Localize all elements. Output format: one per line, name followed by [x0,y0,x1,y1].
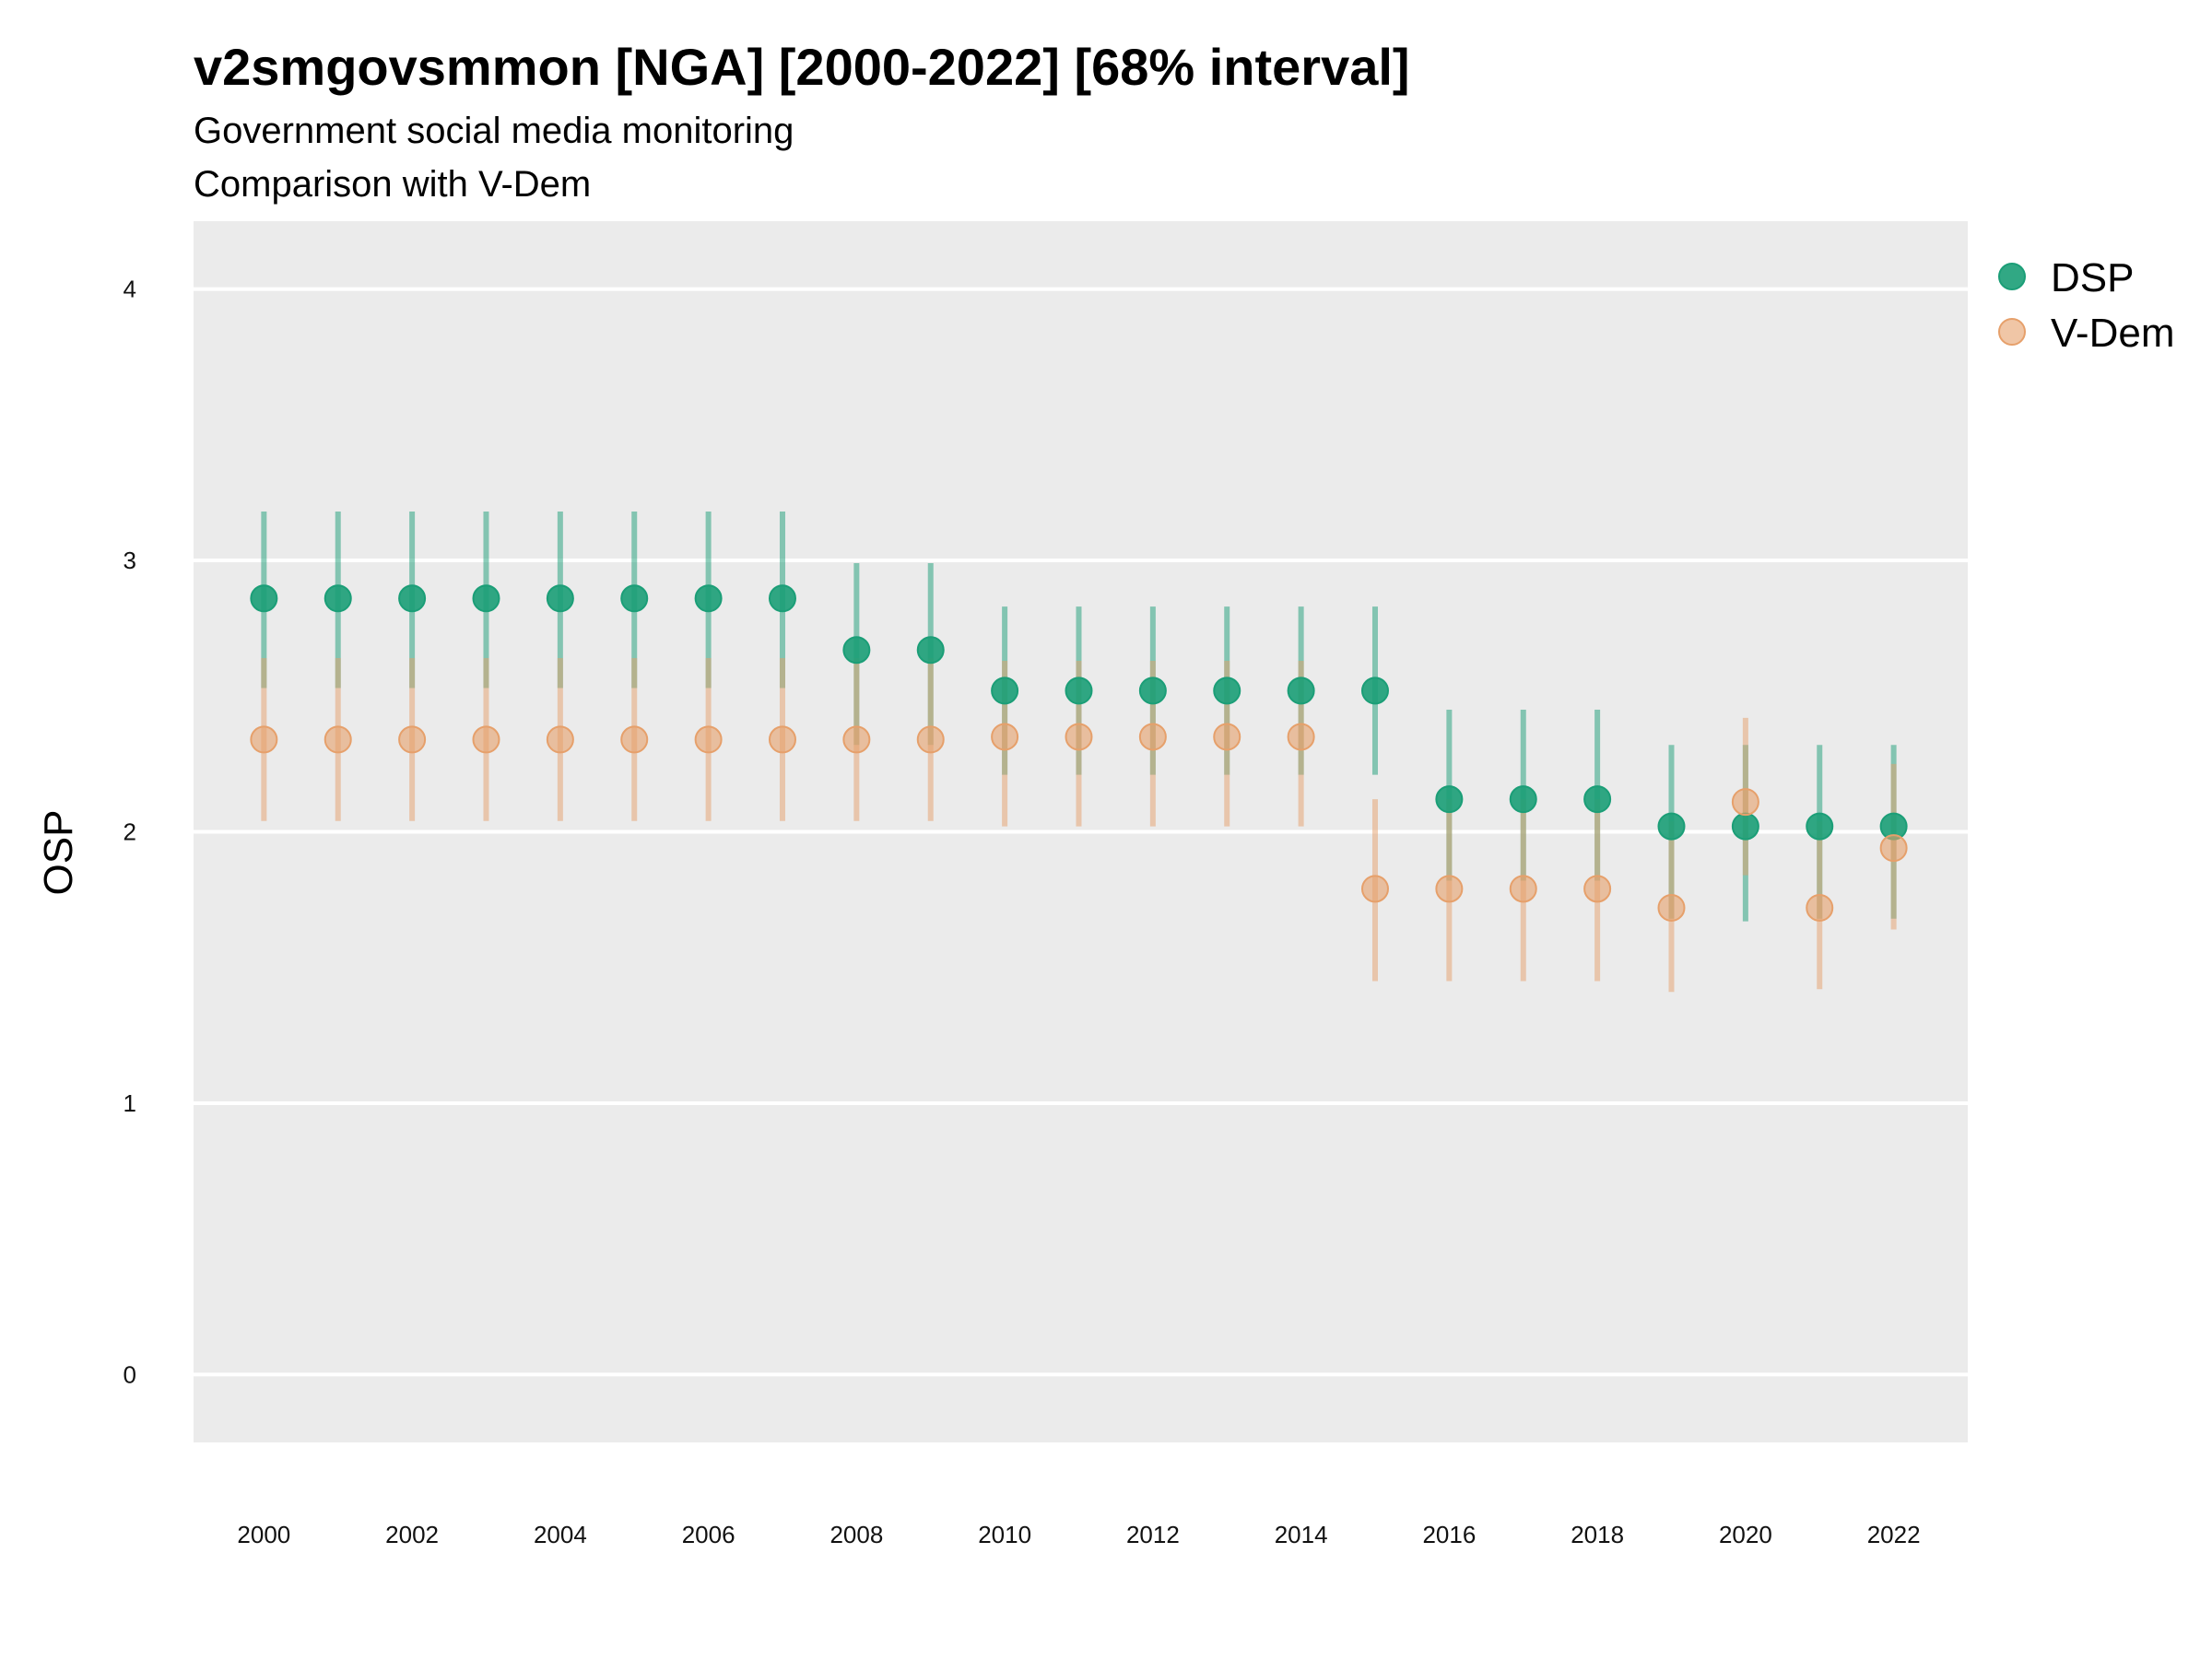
x-tick-label: 2012 [1126,1521,1180,1548]
y-tick-label: 1 [124,1089,136,1117]
v-dem-point [694,725,723,754]
chart-caption: Comparison with V-Dem [194,164,591,205]
dsp-point [472,584,500,613]
v-dem-point [1213,723,1241,751]
dsp-point [916,636,945,665]
dsp-point [250,584,278,613]
x-tick-label: 2002 [385,1521,439,1548]
v-dem-point [768,725,796,754]
dsp-point [991,677,1019,705]
v-dem-point [1138,723,1167,751]
y-tick-label: 0 [124,1360,136,1388]
v-dem-point [1435,875,1464,903]
v-dem-point [620,725,649,754]
v-dem-point [991,723,1019,751]
legend-label: DSP [2051,255,2134,300]
dsp-point [398,584,427,613]
dsp-point [1583,785,1612,814]
y-tick-label: 4 [124,276,136,303]
v-dem-point [1065,723,1093,751]
v-dem-point [324,725,352,754]
dsp-point [1731,812,1759,841]
chart-title: v2smgovsmmon [NGA] [2000-2022] [68% inte… [194,38,1410,96]
x-tick-label: 2006 [682,1521,735,1548]
legend-key-dsp [1998,263,2026,290]
v-dem-point [398,725,427,754]
x-tick-label: 2000 [237,1521,290,1548]
legend-label: V-Dem [2051,311,2174,356]
x-tick-label: 2016 [1422,1521,1476,1548]
y-tick-label: 2 [124,818,136,846]
x-tick-label: 2020 [1719,1521,1772,1548]
legend-key-v-dem [1998,318,2026,346]
x-tick-label: 2004 [534,1521,587,1548]
chart-subtitle: Government social media monitoring [194,111,794,151]
v-dem-point [1509,875,1537,903]
dsp-point [1065,677,1093,705]
dsp-point [546,584,574,613]
dsp-point [694,584,723,613]
v-dem-point [250,725,278,754]
dsp-point [1213,677,1241,705]
v-dem-point [472,725,500,754]
v-dem-point [546,725,574,754]
v-dem-point [1879,834,1908,863]
x-axis-ticks: 2000 2002 2004 2006 2008 2010 2012 2014 2016 2018… [237,1521,1920,1548]
v-dem-point [1583,875,1612,903]
dsp-point [1657,812,1686,841]
x-tick-label: 2010 [978,1521,1031,1548]
dsp-point [768,584,796,613]
dsp-point [1287,677,1315,705]
x-tick-label: 2018 [1571,1521,1624,1548]
x-tick-label: 2014 [1275,1521,1328,1548]
x-tick-label: 2008 [830,1521,883,1548]
dsp-point [324,584,352,613]
x-tick-label: 2022 [1867,1521,1921,1548]
y-axis-ticks: 0 1 2 3 4 [124,276,136,1389]
v-dem-point [1360,875,1389,903]
y-axis-title: OSP [36,810,81,896]
dsp-point [1806,812,1834,841]
dsp-point [842,636,871,665]
v-dem-point [1731,788,1759,817]
dsp-point [1435,785,1464,814]
v-dem-point [1287,723,1315,751]
y-tick-label: 3 [124,547,136,574]
v-dem-point [916,725,945,754]
dsp-point [620,584,649,613]
data-marks [250,512,1908,993]
legend: DSP V-Dem [1998,255,2174,356]
dsp-point [1138,677,1167,705]
v-dem-point [1657,893,1686,922]
dsp-point [1360,677,1389,705]
v-dem-point [842,725,871,754]
v-dem-point [1806,893,1834,922]
dsp-point [1509,785,1537,814]
